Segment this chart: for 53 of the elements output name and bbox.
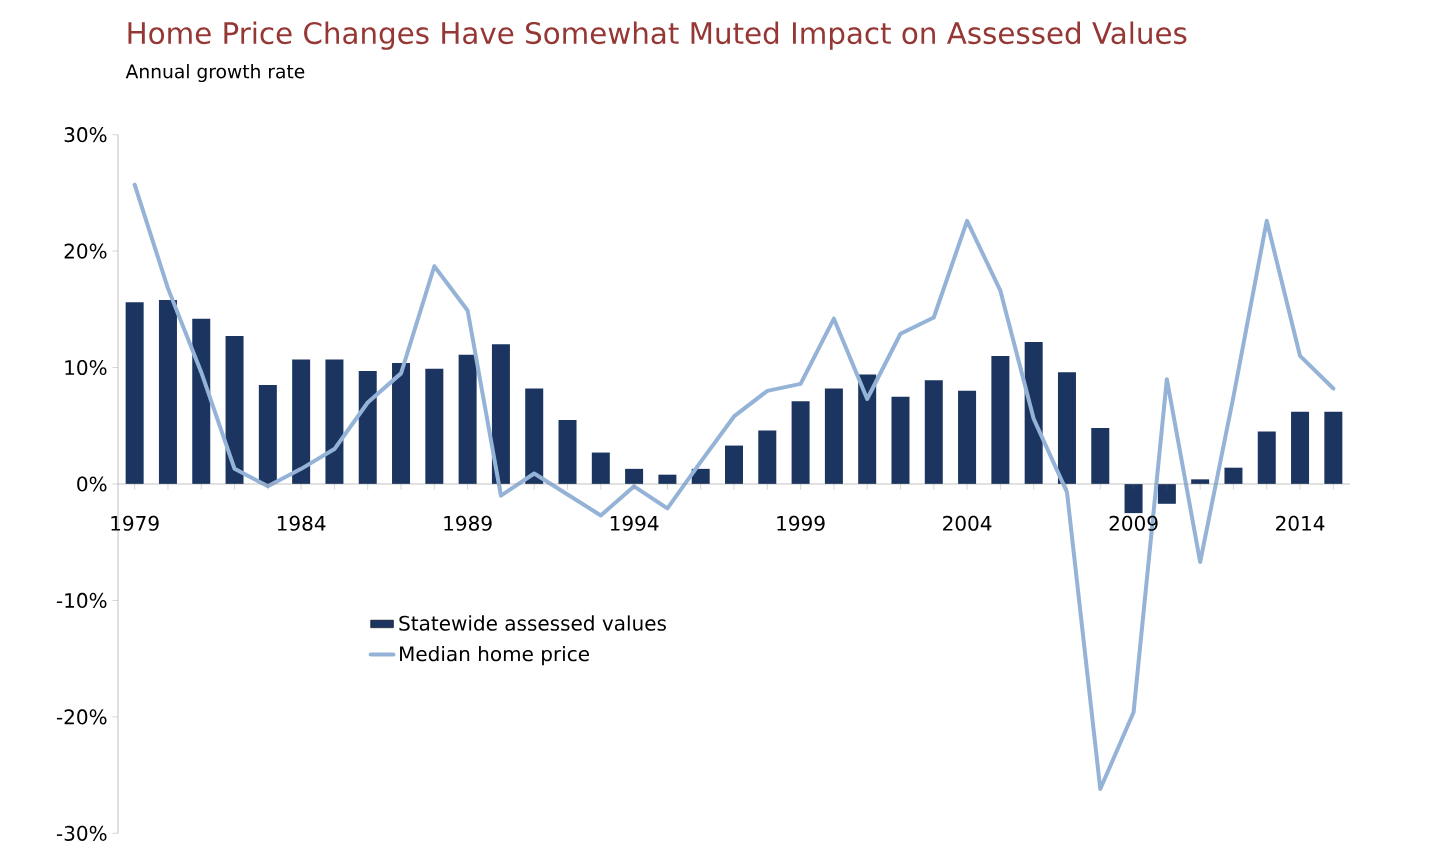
x-tick-label: 1999: [777, 515, 825, 531]
legend-label: Median home price: [400, 645, 589, 666]
y-tick-label: -10%: [56, 592, 107, 609]
bar: [158, 300, 177, 484]
bar: [1291, 411, 1310, 484]
x-tick-label: 2014: [1276, 515, 1325, 531]
bar: [225, 336, 244, 484]
x-tick-label: 1994: [610, 515, 659, 531]
bar: [425, 368, 444, 484]
bar: [591, 452, 610, 484]
bar: [358, 371, 377, 484]
bar: [1257, 431, 1276, 484]
bar: [958, 390, 977, 484]
x-tick-label: 1984: [277, 515, 326, 531]
bar: [1124, 483, 1143, 514]
y-tick-label: 20%: [64, 243, 107, 259]
bar: [558, 419, 577, 484]
bar: [858, 374, 877, 484]
bar: [1324, 411, 1343, 484]
bar: [991, 355, 1010, 484]
bar: [1224, 467, 1243, 484]
y-tick-label: -30%: [56, 825, 107, 841]
chart-subtitle: Annual growth rate: [125, 63, 305, 83]
bar: [758, 430, 777, 484]
x-tick-label: 1989: [444, 515, 492, 531]
bar: [258, 385, 277, 484]
y-tick-label: -20%: [56, 709, 107, 725]
bar: [1091, 428, 1110, 484]
y-tick-label: 10%: [65, 359, 107, 376]
bar: [392, 362, 411, 484]
chart-title: Home Price Changes Have Somewhat Muted Impact on Assessed Values: [128, 21, 1187, 50]
bar: [192, 318, 211, 484]
bar: [491, 344, 510, 484]
bar: [725, 445, 743, 484]
bar: [1157, 483, 1176, 504]
legend-label: Statewide assessed values: [399, 615, 666, 631]
bar: [791, 401, 810, 484]
x-tick-label: 2004: [943, 515, 992, 531]
bar: [525, 388, 544, 484]
y-tick-label: 0%: [77, 476, 107, 492]
bar: [824, 388, 843, 484]
bar: [891, 396, 910, 484]
bar: [125, 302, 144, 484]
y-tick-label: 30%: [64, 127, 107, 143]
bar: [1057, 372, 1076, 484]
bar: [625, 468, 644, 484]
x-tick-label: 1979: [111, 515, 159, 531]
bar: [325, 359, 344, 484]
bar: [292, 359, 311, 484]
bar: [458, 354, 477, 484]
bar: [924, 380, 943, 484]
x-tick-label: 2009: [1109, 515, 1158, 531]
bar: [1024, 341, 1043, 484]
